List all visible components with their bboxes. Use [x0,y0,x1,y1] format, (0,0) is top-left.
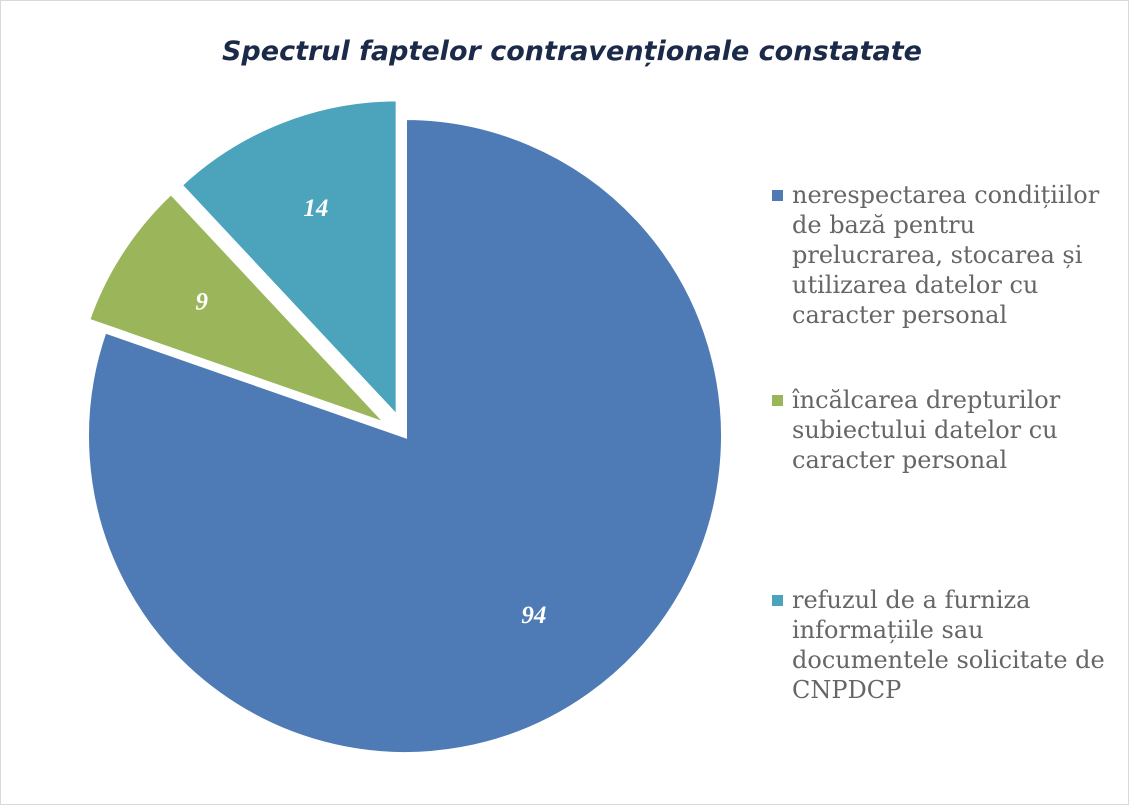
legend-item: refuzul de a furniza informațiile sau do… [770,585,1122,705]
data-label: 9 [195,288,208,315]
chart-title: Spectrul faptelor contravenționale const… [222,36,922,67]
legend-label: încălcarea drepturilor subiectului datel… [792,386,1061,474]
legend-label: nerespectarea condițiilor de bază pentru… [792,181,1100,329]
pie-slice [85,189,390,427]
legend-item: nerespectarea condițiilor de bază pentru… [770,180,1122,330]
data-label: 14 [303,195,328,222]
legend-swatch [772,595,783,606]
pie-slice [85,115,725,756]
legend-swatch [772,190,783,201]
legend-item: încălcarea drepturilor subiectului datel… [770,385,1122,475]
legend-swatch [772,395,783,406]
data-label: 94 [521,602,546,629]
legend-label: refuzul de a furniza informațiile sau do… [792,586,1105,704]
pie-slice [177,97,400,423]
